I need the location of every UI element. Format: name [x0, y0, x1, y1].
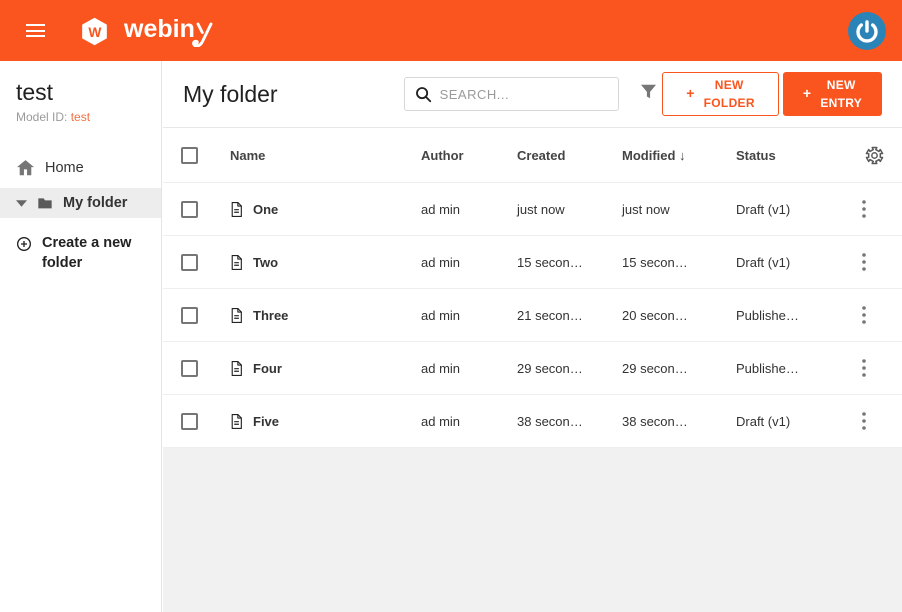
- svg-text:webin: webin: [124, 15, 195, 43]
- svg-text:W: W: [88, 25, 101, 40]
